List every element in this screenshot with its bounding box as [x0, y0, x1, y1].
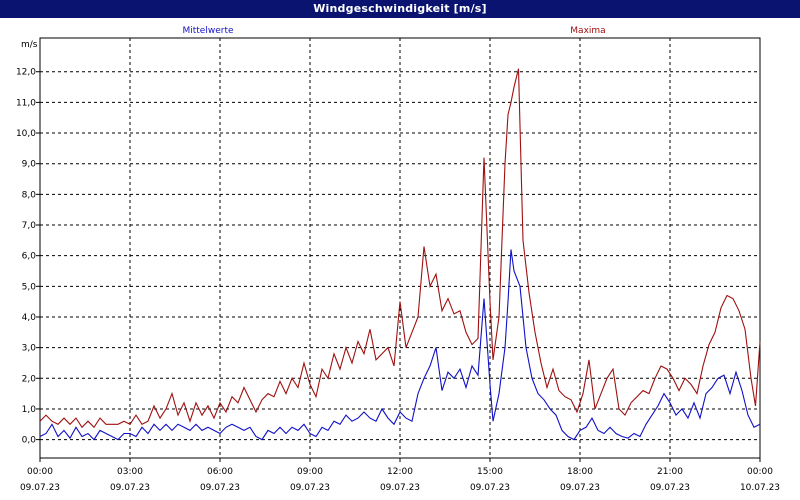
x-tick-time: 09:00: [297, 467, 323, 477]
x-tick-time: 00:00: [27, 467, 53, 477]
x-tick-time: 03:00: [117, 467, 143, 477]
y-axis-unit: m/s: [21, 40, 38, 50]
x-tick-time: 15:00: [477, 467, 503, 477]
y-tick-label: 12,0: [16, 68, 36, 78]
legend-max: Maxima: [570, 26, 605, 36]
y-tick-label: 1,0: [22, 405, 37, 415]
y-tick-label: 4,0: [22, 313, 37, 323]
y-tick-label: 2,0: [22, 374, 37, 384]
x-tick-time: 00:00: [747, 467, 773, 477]
x-tick-date: 09.07.23: [380, 483, 420, 493]
y-tick-label: 10,0: [16, 129, 36, 139]
x-tick-time: 18:00: [567, 467, 593, 477]
x-tick-date: 09.07.23: [20, 483, 60, 493]
x-tick-date: 09.07.23: [290, 483, 330, 493]
x-tick-date: 09.07.23: [470, 483, 510, 493]
y-tick-label: 7,0: [22, 221, 37, 231]
x-tick-time: 06:00: [207, 467, 233, 477]
x-tick-date: 09.07.23: [200, 483, 240, 493]
y-tick-label: 3,0: [22, 344, 37, 354]
series-line-mittelwerte: [39, 249, 761, 441]
x-tick-date: 09.07.23: [110, 483, 150, 493]
x-tick-date: 09.07.23: [650, 483, 690, 493]
y-tick-label: 9,0: [22, 160, 37, 170]
y-tick-label: 5,0: [22, 282, 37, 292]
legend-mean: Mittelwerte: [182, 26, 233, 36]
y-axis: 0,0 1,0 2,0 3,0 4,0 5,0 6,0 7,0 8,0 9,0 10,0 11,0 12…: [16, 68, 40, 446]
x-tick-date: 10.07.23: [740, 483, 780, 493]
y-tick-label: 11,0: [16, 98, 36, 108]
x-tick-time: 12:00: [387, 467, 413, 477]
wind-speed-chart: 0,0 1,0 2,0 3,0 4,0 5,0 6,0 7,0 8,0 9,0 10,0 11,0 12…: [16, 26, 780, 493]
grid: [40, 38, 760, 458]
series-line-maxima: [39, 68, 761, 429]
y-tick-label: 8,0: [22, 190, 37, 200]
chart-title: Windgeschwindigkeit [m/s]: [0, 0, 800, 18]
x-axis: 00:00 09.07.23 03:00 09.07.23 06:00 09.07.23 0…: [20, 458, 780, 493]
x-tick-date: 09.07.23: [560, 483, 600, 493]
y-tick-label: 0,0: [22, 436, 37, 446]
y-tick-label: 6,0: [22, 252, 37, 262]
series-lines: [39, 68, 761, 441]
x-tick-time: 21:00: [657, 467, 683, 477]
